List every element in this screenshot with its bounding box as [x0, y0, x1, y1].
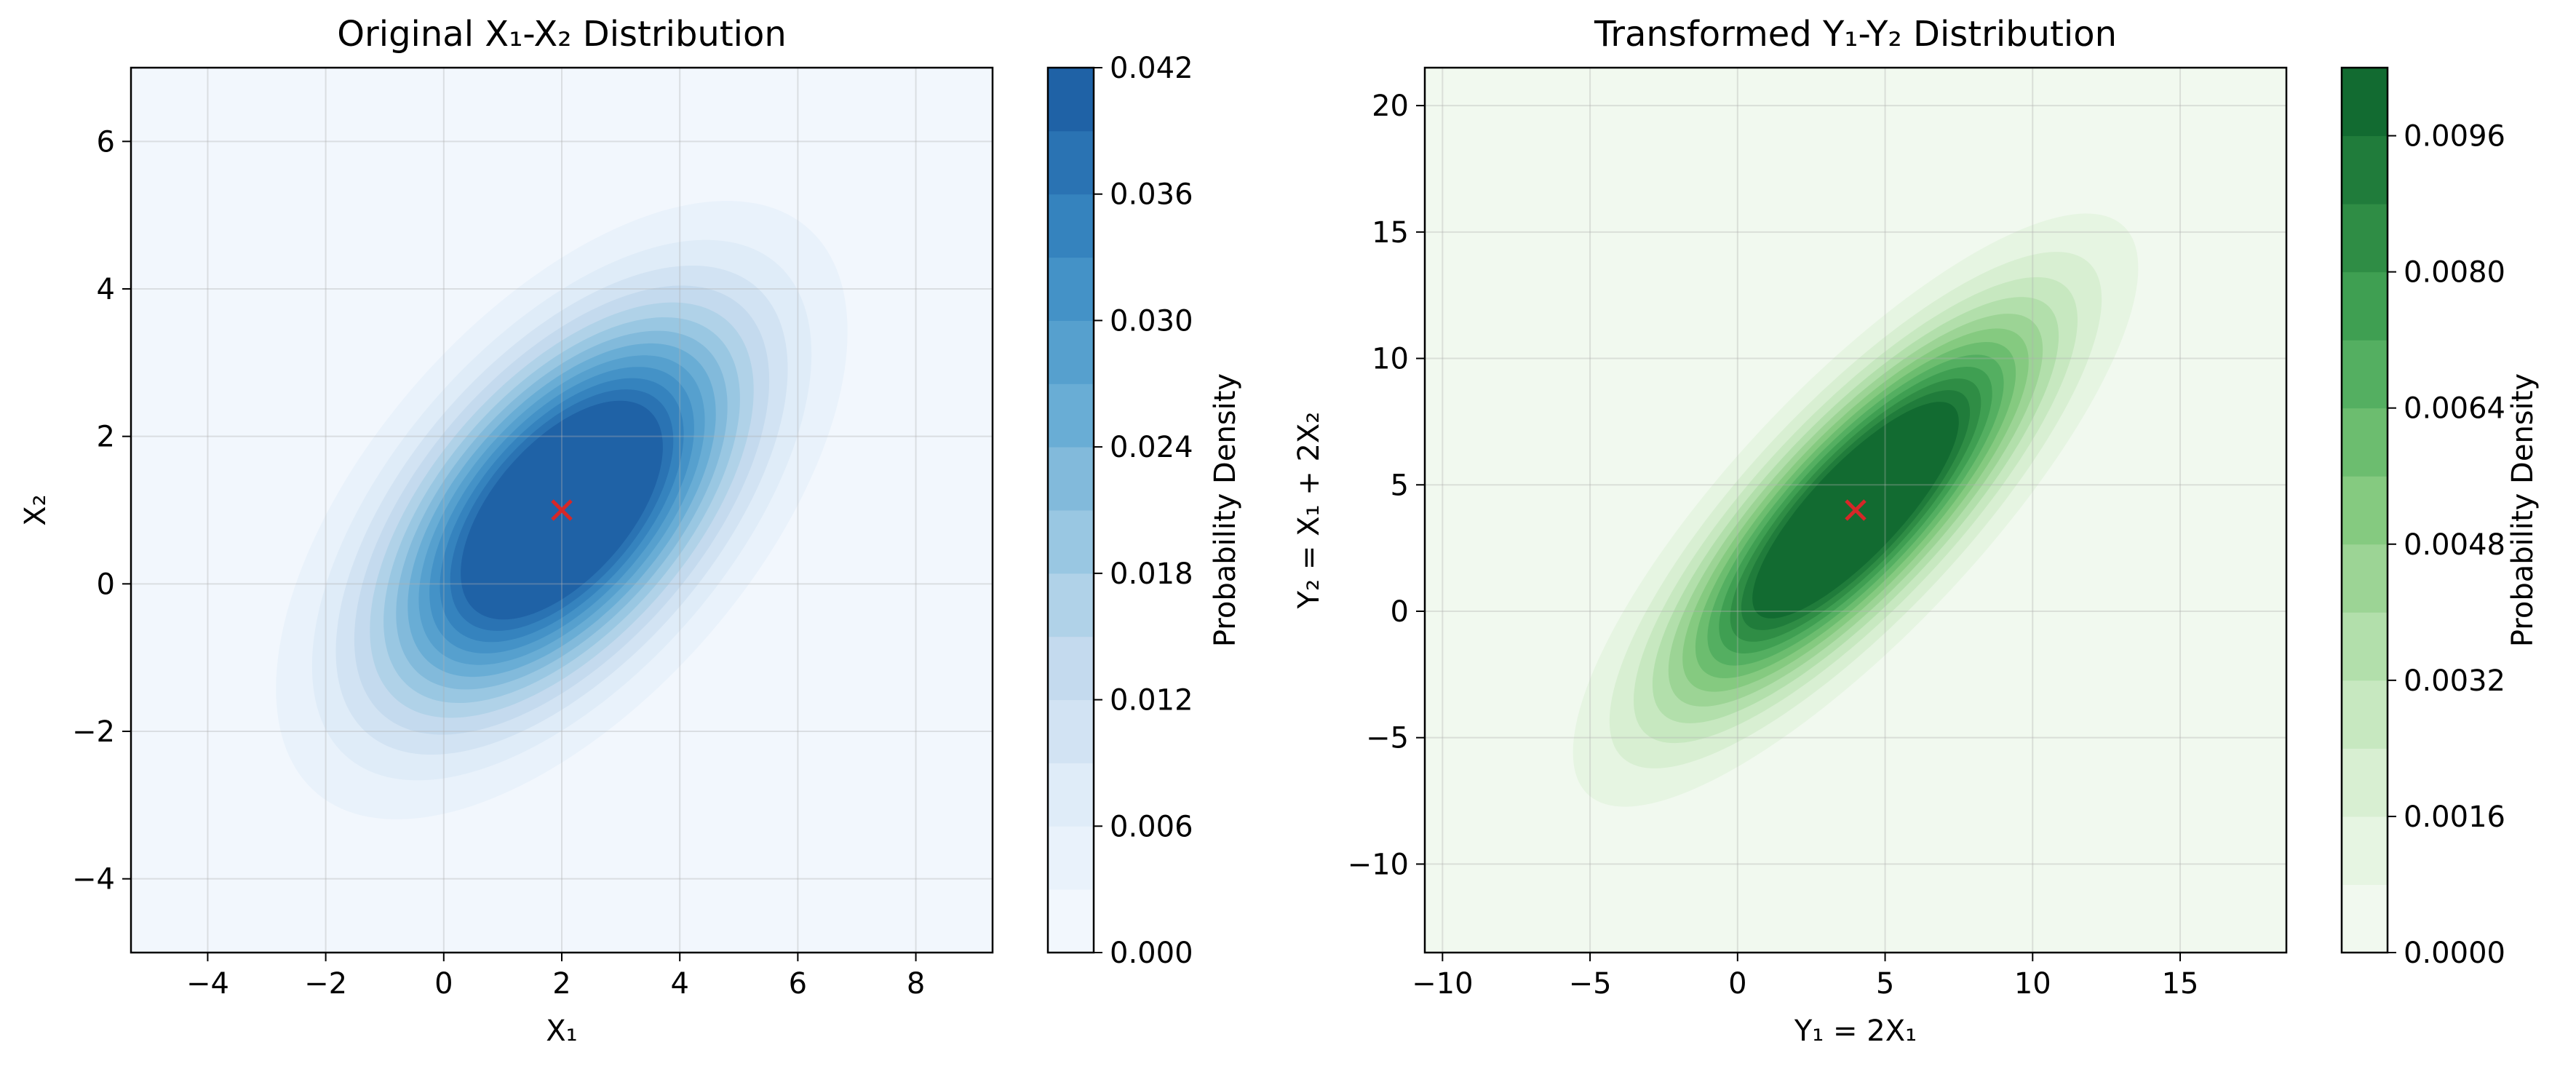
chart-panel-1: −4 −2 0 2 4 6 8 −4 −2 0 2 4 6 Original X₁-X₂ Distribu… [19, 14, 1242, 1048]
colorbar-tick-label: 0.012 [1110, 684, 1193, 718]
colorbar-tick-label: 0.042 [1110, 52, 1193, 85]
colorbar-tick-label: 0.0080 [2404, 256, 2505, 290]
colorbar-band [1048, 636, 1094, 701]
y-tick-label: 15 [1372, 216, 1409, 250]
y-tick-label: 6 [97, 125, 115, 159]
x-tick-label: 10 [2014, 967, 2051, 1001]
colorbar-tick-label: 0.006 [1110, 810, 1193, 843]
y-tick-label: 5 [1391, 469, 1409, 502]
colorbar-band [2342, 408, 2388, 477]
colorbar-band [1048, 889, 1094, 953]
colorbar: 0.0000 0.0016 0.0032 0.0048 0.0064 0.0080 0.00… [2340, 66, 2540, 970]
x-tick-label: −5 [1569, 967, 1612, 1001]
colorbar-band [2342, 68, 2388, 137]
y-tick-label: −4 [72, 863, 115, 897]
axes-frame [1423, 66, 2288, 954]
x-axis-label: X₁ [546, 1014, 577, 1048]
colorbar-tick-label: 0.036 [1110, 178, 1193, 212]
colorbar-band [1048, 384, 1094, 448]
x-tick-label: 8 [907, 967, 925, 1001]
colorbar-tick-label: 0.0000 [2404, 937, 2505, 970]
x-tick-label: −4 [186, 967, 229, 1001]
y-tick-label: −5 [1366, 722, 1409, 755]
colorbar-band [2342, 135, 2388, 204]
colorbar-tick-label: 0.0064 [2404, 392, 2505, 426]
mean-marker-stroke [551, 499, 573, 521]
colorbar-band [1048, 826, 1094, 890]
x-tick-label: −2 [304, 967, 347, 1001]
chart-title: Original X₁-X₂ Distribution [337, 14, 787, 55]
grid-lines [1425, 68, 2286, 953]
y-tick-label: 20 [1372, 90, 1409, 123]
x-tick-label: 4 [670, 967, 688, 1001]
colorbar-label: Probability Density [1209, 373, 1242, 647]
colorbar-tick-label: 0.0016 [2404, 800, 2505, 834]
grid-lines [131, 68, 993, 953]
colorbar-tick-label: 0.018 [1110, 557, 1193, 591]
colorbar-band [1048, 68, 1094, 132]
colorbar-band [2342, 544, 2388, 613]
x-tick-label: 0 [1728, 967, 1746, 1001]
colorbar-tick-label: 0.0032 [2404, 664, 2505, 698]
colorbar-band [1048, 320, 1094, 384]
colorbar-tick-label: 0.0048 [2404, 528, 2505, 562]
colorbar-band [1048, 699, 1094, 763]
y-axis-label: X₂ [19, 494, 52, 525]
colorbar-tick-label: 0.030 [1110, 304, 1193, 338]
y-tick-label: 2 [97, 421, 115, 454]
x-tick-label: 0 [434, 967, 453, 1001]
colorbar-tick-label: 0.024 [1110, 431, 1193, 464]
colorbar-band [2342, 612, 2388, 681]
colorbar-band [2342, 816, 2388, 885]
colorbar-tick-label: 0.000 [1110, 937, 1193, 970]
colorbar-band [2342, 204, 2388, 273]
colorbar-band [1048, 130, 1094, 195]
colorbar-band [2342, 340, 2388, 409]
chart-panel-2: −10 −5 0 5 10 15 −10 −5 0 5 10 15 20 Transformed Y₁-Y… [1292, 14, 2540, 1048]
x-tick-label: 2 [552, 967, 571, 1001]
x-axis-label: Y₁ = 2X₁ [1794, 1014, 1917, 1048]
y-tick-label: −2 [72, 715, 115, 749]
colorbar-band [2342, 884, 2388, 953]
colorbar-band [1048, 763, 1094, 827]
colorbar-band [1048, 573, 1094, 637]
x-tick-label: −10 [1412, 967, 1473, 1001]
y-tick-label: 4 [97, 273, 115, 306]
colorbar-band [1048, 510, 1094, 574]
colorbar-band [1048, 194, 1094, 258]
colorbar-tick-label: 0.0096 [2404, 120, 2505, 154]
y-tick-label: 0 [97, 568, 115, 601]
y-tick-label: 10 [1372, 343, 1409, 376]
x-tick-label: 15 [2162, 967, 2199, 1001]
y-tick-label: −10 [1348, 848, 1409, 881]
mean-marker [1845, 499, 1867, 521]
colorbar-band [2342, 680, 2388, 749]
y-axis-label: Y₂ = X₁ + 2X₂ [1292, 412, 1326, 610]
colorbar-band [2342, 476, 2388, 545]
colorbar: 0.000 0.006 0.012 0.018 0.024 0.030 0.036 0.042… [1046, 52, 1242, 970]
colorbar-band [1048, 447, 1094, 511]
x-tick-label: 5 [1876, 967, 1894, 1001]
colorbar-label: Probability Density [2506, 373, 2540, 647]
chart-title: Transformed Y₁-Y₂ Distribution [1594, 14, 2117, 55]
mean-marker [551, 499, 573, 521]
x-tick-label: 6 [789, 967, 807, 1001]
mean-marker-stroke [1845, 499, 1867, 521]
y-tick-label: 0 [1391, 595, 1409, 629]
colorbar-frame [1046, 66, 1095, 954]
colorbar-band [2342, 748, 2388, 817]
colorbar-band [2342, 271, 2388, 341]
colorbar-frame [2340, 66, 2389, 954]
colorbar-band [1048, 257, 1094, 321]
